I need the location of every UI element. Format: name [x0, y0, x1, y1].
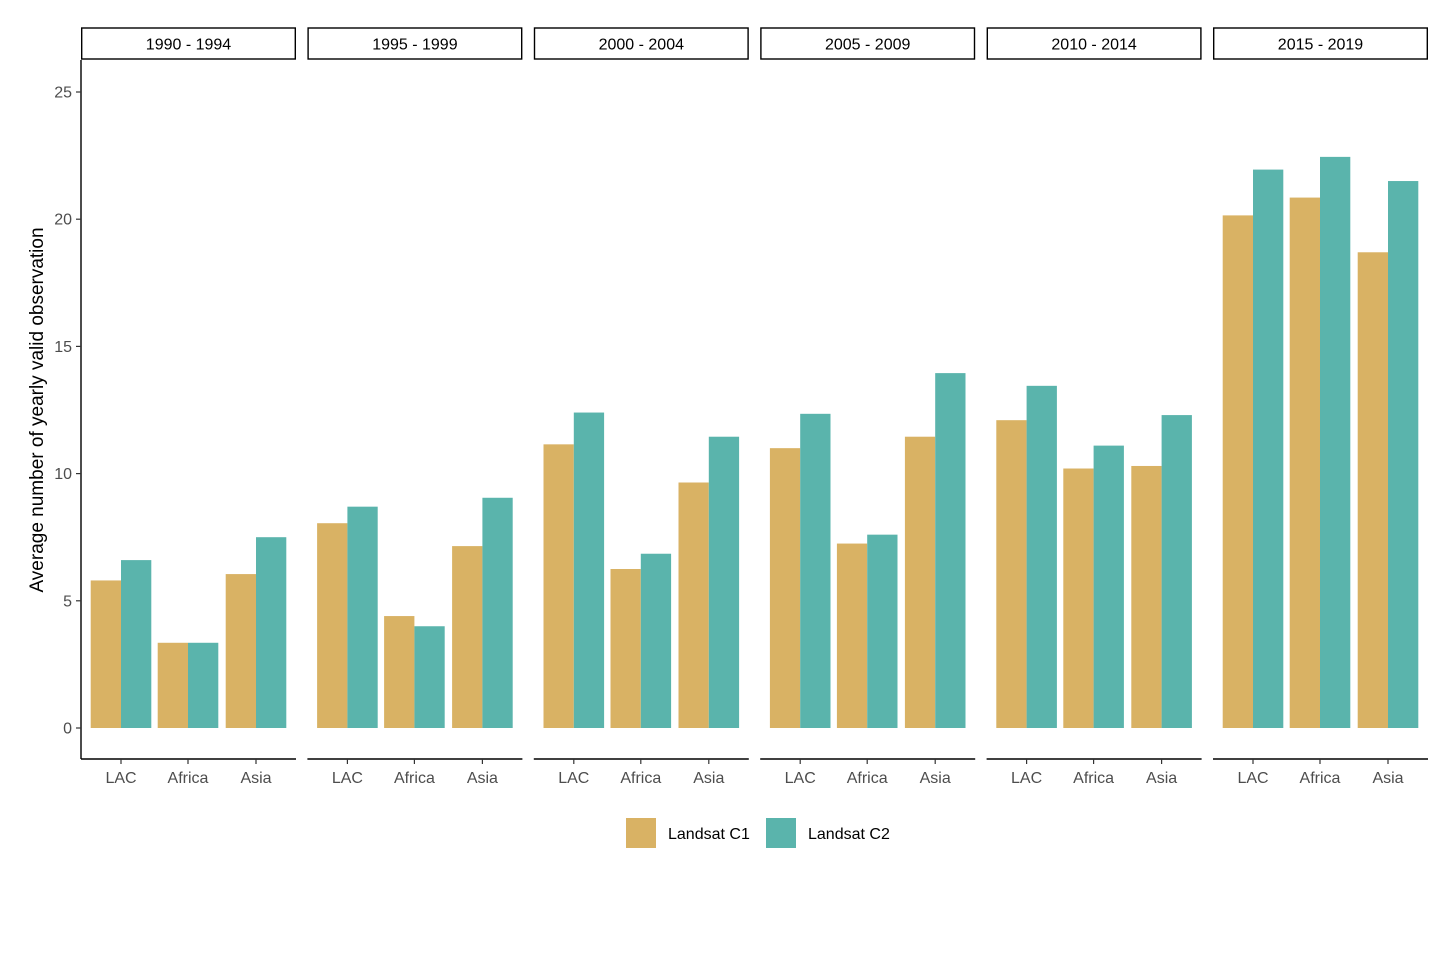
y-axis: 0 5 10 15 20 25	[54, 60, 82, 759]
facet-strip	[533, 27, 749, 60]
facet-strip	[80, 27, 297, 60]
bar-landsat-c2	[867, 534, 898, 728]
bar-landsat-c2	[1320, 156, 1351, 728]
bar-landsat-c2	[121, 560, 152, 728]
facet-strip-label: 2000 - 2004	[599, 37, 685, 54]
y-tick-label: 15	[54, 339, 72, 356]
x-tick-label: LAC	[1237, 770, 1268, 787]
facet-strip-label: 2010 - 2014	[1051, 37, 1137, 54]
x-tick-label: Africa	[394, 770, 435, 787]
bar-landsat-c2	[188, 642, 219, 728]
bar-landsat-c1	[225, 574, 256, 728]
x-tick-label: Africa	[620, 770, 661, 787]
bar-landsat-c2	[347, 506, 378, 728]
bar-landsat-c2	[573, 412, 605, 728]
bar-landsat-c1	[678, 482, 709, 728]
bar-landsat-c2	[1253, 169, 1284, 729]
bar-landsat-c1	[904, 436, 936, 728]
bar-landsat-c1	[1131, 465, 1162, 728]
facet-panel: 2000 - 2004 LAC Africa Asia	[533, 27, 749, 787]
x-tick-label: Africa	[847, 770, 888, 787]
facet-panels: 1990 - 1994 LAC Africa Asia 1995 - 1999 LAC Af…	[80, 27, 1428, 787]
x-tick-label: Asia	[467, 770, 498, 787]
x-tick-label: Africa	[1073, 770, 1114, 787]
bar-landsat-c2	[1026, 385, 1057, 728]
legend-label: Landsat C1	[668, 826, 750, 843]
bar-landsat-c1	[1289, 197, 1320, 729]
legend: Landsat C1 Landsat C2	[626, 818, 890, 848]
bar-landsat-c2	[935, 373, 966, 728]
bar-landsat-c2	[800, 413, 831, 728]
x-tick-label: Asia	[920, 770, 951, 787]
facet-strip-label: 1990 - 1994	[146, 37, 232, 54]
bar-landsat-c1	[996, 420, 1027, 728]
bar-landsat-c1	[610, 569, 641, 728]
bar-landsat-c1	[1063, 468, 1094, 728]
bar-landsat-c1	[1357, 252, 1388, 728]
facet-strip-label: 2005 - 2009	[825, 37, 911, 54]
facet-panel: 1995 - 1999 LAC Africa Asia	[307, 27, 523, 787]
legend-swatch	[766, 818, 796, 848]
facet-panel: 1990 - 1994 LAC Africa Asia	[80, 27, 297, 787]
bar-landsat-c2	[1093, 445, 1124, 728]
y-axis-label: Average number of yearly valid observati…	[27, 227, 48, 592]
bar-landsat-c2	[482, 497, 513, 728]
bar-landsat-c1	[836, 543, 868, 728]
y-tick-label: 20	[54, 212, 72, 229]
x-tick-label: Asia	[1372, 770, 1403, 787]
facet-strip	[307, 27, 523, 60]
y-tick-label: 10	[54, 466, 72, 483]
legend-swatch	[626, 818, 656, 848]
bar-landsat-c1	[384, 616, 415, 728]
x-tick-label: Asia	[1146, 770, 1177, 787]
facet-strip	[986, 27, 1202, 60]
x-tick-label: Asia	[693, 770, 724, 787]
bar-landsat-c1	[90, 580, 121, 728]
bar-landsat-c1	[452, 546, 483, 728]
y-tick-label: 25	[54, 85, 72, 102]
facet-strip	[760, 27, 976, 60]
bar-landsat-c1	[769, 448, 801, 728]
bar-landsat-c2	[1161, 415, 1192, 728]
facet-panel: 2005 - 2009 LAC Africa Asia	[760, 27, 976, 787]
bar-landsat-c2	[708, 436, 740, 728]
x-tick-label: LAC	[785, 770, 816, 787]
x-tick-label: Africa	[1300, 770, 1341, 787]
x-tick-label: Africa	[168, 770, 209, 787]
y-tick-label: 5	[63, 593, 72, 610]
bar-landsat-c1	[317, 523, 348, 728]
x-tick-label: Asia	[240, 770, 271, 787]
facet-strip-label: 1995 - 1999	[372, 37, 458, 54]
facet-strip-label: 2015 - 2019	[1278, 37, 1364, 54]
bar-landsat-c1	[543, 444, 574, 728]
y-tick-label: 0	[63, 721, 72, 738]
bar-landsat-c1	[1222, 215, 1253, 728]
bar-landsat-c2	[1388, 181, 1419, 729]
facet-panel: 2015 - 2019 LAC Africa Asia	[1212, 27, 1428, 787]
legend-label: Landsat C2	[808, 826, 890, 843]
facet-panel: 2010 - 2014 LAC Africa Asia	[986, 27, 1202, 787]
x-tick-label: LAC	[1011, 770, 1042, 787]
x-tick-label: LAC	[105, 770, 136, 787]
bar-landsat-c2	[256, 537, 287, 728]
x-tick-label: LAC	[558, 770, 589, 787]
bar-landsat-c2	[414, 626, 445, 728]
bar-landsat-c2	[640, 553, 672, 728]
bar-landsat-c1	[157, 642, 188, 728]
facet-strip	[1212, 27, 1428, 60]
x-tick-label: LAC	[332, 770, 363, 787]
